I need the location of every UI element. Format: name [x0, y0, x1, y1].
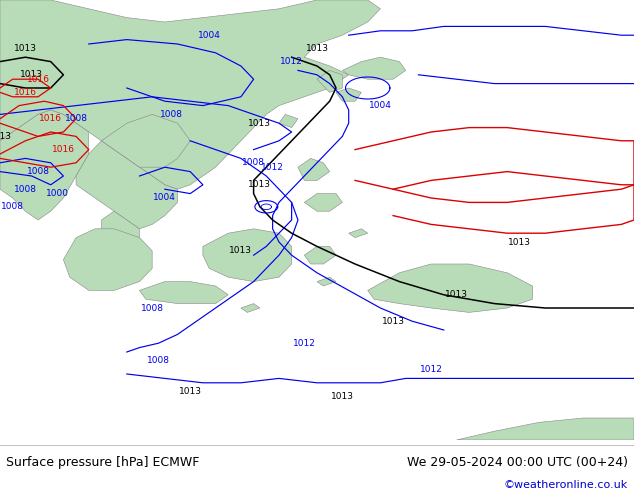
Text: 1012: 1012: [293, 339, 316, 348]
Text: 1012: 1012: [420, 365, 443, 374]
Text: 1013: 1013: [445, 290, 468, 299]
Polygon shape: [317, 277, 336, 286]
Polygon shape: [304, 246, 336, 264]
Polygon shape: [342, 57, 406, 79]
Polygon shape: [368, 264, 533, 313]
Text: ©weatheronline.co.uk: ©weatheronline.co.uk: [503, 480, 628, 490]
Polygon shape: [304, 194, 342, 211]
Text: 1016: 1016: [27, 74, 49, 84]
Text: 1008: 1008: [141, 303, 164, 313]
Text: 1013: 1013: [249, 180, 271, 189]
Text: 1000: 1000: [46, 189, 68, 198]
Polygon shape: [456, 418, 634, 440]
Text: 1004: 1004: [198, 31, 221, 40]
Text: 1013: 1013: [382, 317, 404, 326]
Text: 1008: 1008: [14, 185, 37, 194]
Text: 1013: 1013: [20, 70, 43, 79]
Polygon shape: [101, 211, 139, 255]
Polygon shape: [0, 0, 380, 189]
Text: 1008: 1008: [1, 202, 24, 211]
Text: 1013: 1013: [230, 246, 252, 255]
Text: 1008: 1008: [65, 114, 87, 123]
Polygon shape: [279, 114, 298, 127]
Text: Surface pressure [hPa] ECMWF: Surface pressure [hPa] ECMWF: [6, 456, 200, 469]
Text: 1004: 1004: [153, 194, 176, 202]
Text: 1008: 1008: [27, 167, 49, 176]
Text: 1013: 1013: [0, 132, 11, 141]
Text: We 29-05-2024 00:00 UTC (00+24): We 29-05-2024 00:00 UTC (00+24): [406, 456, 628, 469]
Polygon shape: [203, 229, 292, 282]
Text: 1016: 1016: [52, 145, 75, 154]
Text: 1013: 1013: [331, 392, 354, 400]
Polygon shape: [0, 110, 89, 220]
Text: 1012: 1012: [280, 57, 303, 66]
Text: 1004: 1004: [369, 101, 392, 110]
Text: 1008: 1008: [147, 356, 170, 366]
Polygon shape: [63, 229, 152, 291]
Text: 1008: 1008: [242, 158, 265, 167]
Polygon shape: [298, 158, 330, 180]
Polygon shape: [336, 88, 361, 101]
Text: 1013: 1013: [249, 119, 271, 128]
Text: 1013: 1013: [508, 238, 531, 246]
Text: 1013: 1013: [306, 44, 328, 53]
Polygon shape: [76, 141, 178, 229]
Polygon shape: [317, 71, 342, 93]
Text: 1013: 1013: [179, 387, 202, 396]
Polygon shape: [139, 282, 228, 304]
Text: 1016: 1016: [14, 88, 37, 97]
Text: 1012: 1012: [261, 163, 284, 172]
Text: 1008: 1008: [160, 110, 183, 119]
Polygon shape: [101, 114, 190, 167]
Text: 1013: 1013: [14, 44, 37, 53]
Polygon shape: [349, 229, 368, 238]
Text: 1016: 1016: [39, 114, 62, 123]
Polygon shape: [241, 304, 260, 313]
